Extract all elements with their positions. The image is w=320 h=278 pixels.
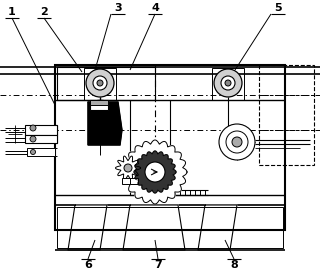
Polygon shape	[68, 205, 107, 250]
Circle shape	[232, 137, 242, 147]
Bar	[57, 67, 155, 100]
Circle shape	[124, 164, 132, 172]
Circle shape	[30, 125, 36, 131]
Bar	[27, 148, 55, 156]
Bar	[55, 65, 285, 230]
Circle shape	[145, 162, 165, 182]
Polygon shape	[123, 205, 185, 250]
Circle shape	[97, 80, 103, 86]
Text: 6: 6	[84, 260, 92, 270]
Polygon shape	[123, 140, 187, 204]
Bar	[57, 207, 283, 248]
Bar	[25, 125, 57, 135]
Bar	[122, 178, 130, 184]
Bar	[130, 178, 138, 184]
Text: 8: 8	[230, 260, 238, 270]
Bar	[25, 135, 57, 143]
Circle shape	[30, 136, 36, 142]
Circle shape	[86, 69, 114, 97]
Bar	[90, 100, 108, 110]
Polygon shape	[88, 102, 122, 145]
Text: 7: 7	[154, 260, 162, 270]
Bar	[84, 68, 116, 100]
Text: 3: 3	[114, 3, 122, 13]
Polygon shape	[116, 156, 140, 180]
Circle shape	[30, 150, 36, 155]
Text: 1: 1	[8, 7, 16, 17]
Circle shape	[225, 80, 231, 86]
Bar	[212, 68, 244, 100]
Circle shape	[221, 76, 235, 90]
Polygon shape	[198, 205, 237, 250]
Bar	[90, 100, 108, 105]
Text: 5: 5	[274, 3, 282, 13]
Circle shape	[214, 69, 242, 97]
Circle shape	[219, 124, 255, 160]
Polygon shape	[134, 151, 176, 193]
Text: 2: 2	[40, 7, 48, 17]
Bar	[259, 65, 314, 165]
Circle shape	[226, 131, 248, 153]
Text: 4: 4	[151, 3, 159, 13]
Circle shape	[93, 76, 107, 90]
